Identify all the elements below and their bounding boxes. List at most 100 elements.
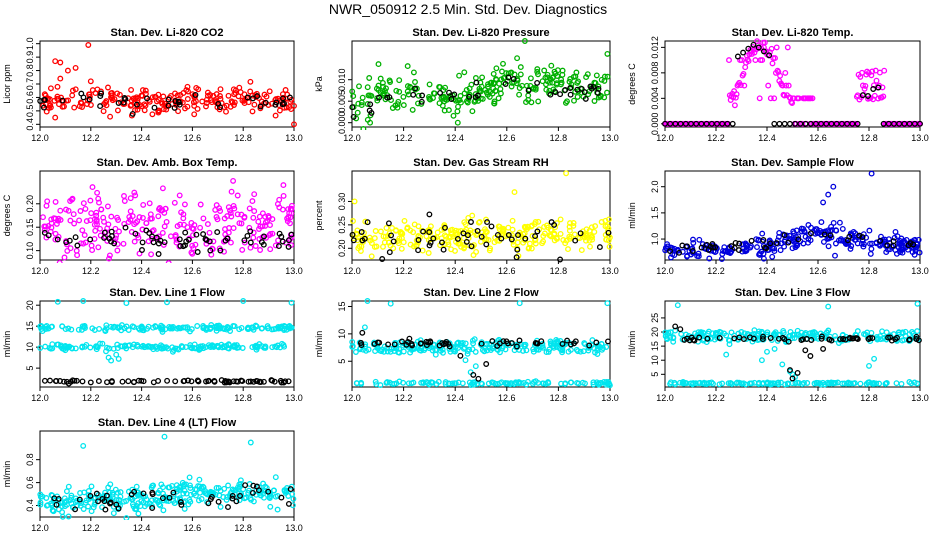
data-point-subset [265, 488, 272, 495]
data-point-all [567, 379, 574, 386]
data-point-all [508, 83, 515, 90]
data-point-all [112, 264, 117, 269]
points-group [37, 42, 297, 128]
x-tick-label: 12.4 [133, 393, 151, 403]
data-point-subset [463, 238, 470, 245]
data-point-all [372, 228, 379, 234]
data-point-subset [572, 338, 579, 345]
data-point-all [566, 227, 573, 234]
data-point-all [396, 88, 403, 95]
data-point-all [160, 484, 166, 491]
data-point-all [883, 329, 890, 336]
data-point-all [559, 349, 566, 356]
data-point-subset [748, 237, 755, 244]
data-point-all [75, 326, 82, 333]
data-point-all [559, 347, 566, 354]
data-point-all [37, 345, 44, 351]
data-point-all [527, 75, 534, 82]
data-point-subset [534, 79, 541, 86]
data-point-subset [200, 231, 207, 238]
data-point-all [384, 345, 391, 352]
x-tick-label: 12.4 [133, 266, 151, 276]
data-point-subset [905, 242, 912, 249]
data-point-all [120, 240, 127, 247]
data-point-subset [194, 249, 201, 255]
data-point-all [771, 331, 778, 338]
data-point-all [756, 95, 763, 102]
data-point-all [772, 55, 778, 62]
points-group [40, 177, 295, 269]
data-point-all [121, 193, 127, 199]
data-point-all [173, 488, 180, 495]
data-point-subset [133, 101, 140, 108]
x-tick-label: 12.0 [343, 266, 361, 276]
data-point-subset [143, 227, 150, 234]
data-point-all [880, 93, 887, 100]
y-tick-label: 0.000 [650, 113, 660, 136]
data-point-all [266, 88, 273, 95]
data-point-all [689, 245, 696, 252]
data-point-all [779, 82, 786, 89]
data-point-all [540, 233, 547, 239]
data-point-subset [286, 94, 293, 101]
data-point-subset [785, 239, 792, 246]
data-point-all [580, 231, 587, 238]
data-point-all [227, 207, 233, 214]
chart-title: Stan. Dev. Line 1 Flow [109, 287, 225, 299]
data-point-all [83, 218, 90, 225]
chart-title: Stan. Dev. Amb. Box Temp. [97, 157, 238, 169]
data-point-subset [165, 102, 172, 109]
data-point-all [141, 107, 148, 114]
data-point-all [349, 343, 356, 350]
data-point-subset [249, 95, 256, 102]
data-point-all [149, 94, 156, 101]
x-tick-label: 12.6 [498, 133, 516, 143]
data-point-all [464, 350, 471, 357]
data-point-subset [508, 236, 515, 243]
chart-svg-line1: Stan. Dev. Line 1 Flow 12.0 12.2 12.4 12.6 12… [2, 287, 303, 403]
data-point-subset [850, 335, 857, 342]
data-point-all [454, 340, 461, 347]
x-tick-label: 12.6 [809, 393, 827, 403]
data-point-subset [379, 256, 386, 262]
data-point-all [54, 93, 61, 100]
data-point-all [54, 83, 61, 90]
data-point-all [276, 204, 283, 211]
data-point-subset [165, 96, 172, 103]
data-point-subset [534, 228, 541, 235]
data-point-subset [151, 104, 158, 111]
data-point-all [154, 345, 161, 352]
data-point-all [114, 107, 121, 114]
data-point-all [575, 78, 582, 85]
data-point-all [181, 221, 187, 228]
data-point-all [577, 348, 584, 355]
data-point-all [166, 323, 173, 330]
data-point-subset [247, 378, 254, 385]
data-point-all [409, 346, 416, 352]
data-point-all [565, 246, 571, 253]
data-point-all [745, 58, 752, 65]
data-point-subset [257, 103, 264, 110]
y-tick-label: 10 [337, 329, 347, 339]
data-point-all [109, 97, 116, 104]
data-point-subset [349, 104, 356, 111]
data-point-subset [41, 229, 48, 236]
data-point-all [181, 201, 188, 208]
data-point-subset [144, 95, 150, 102]
data-point-all [816, 380, 823, 387]
data-point-subset [178, 501, 185, 508]
data-point-subset [205, 500, 212, 507]
data-point-subset [41, 377, 48, 384]
x-tick-label: 12.2 [82, 523, 100, 533]
data-point-all [736, 379, 743, 386]
data-point-all [354, 109, 361, 116]
data-point-all [485, 380, 492, 387]
data-point-all [121, 343, 128, 350]
data-point-all [85, 42, 92, 48]
data-point-all [520, 347, 526, 354]
data-point-all [238, 220, 245, 227]
data-point-subset [917, 120, 923, 127]
data-point-all [595, 380, 602, 387]
data-point-subset [164, 377, 171, 384]
data-point-all [149, 111, 156, 118]
